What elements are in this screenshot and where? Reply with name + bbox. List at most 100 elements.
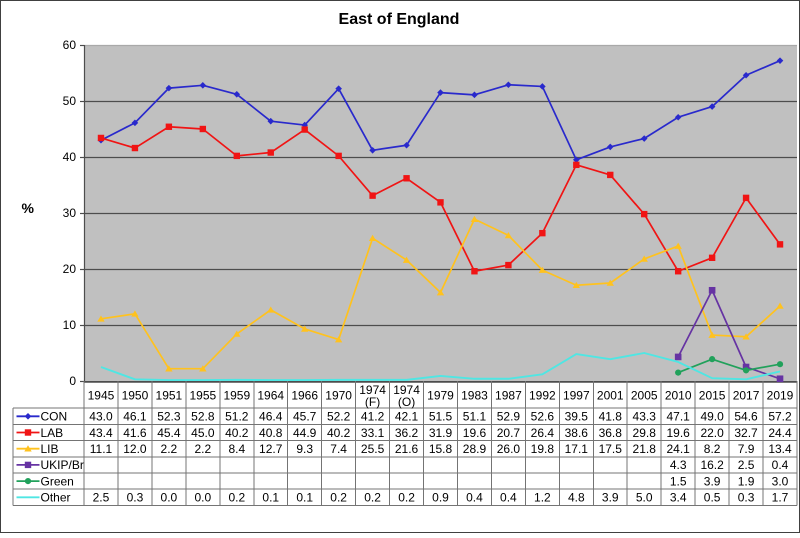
svg-text:22.0: 22.0 <box>700 426 724 440</box>
svg-text:1.5: 1.5 <box>670 474 687 488</box>
svg-text:45.0: 45.0 <box>191 426 215 440</box>
svg-text:1974: 1974 <box>393 383 420 397</box>
svg-text:LAB: LAB <box>41 426 64 440</box>
svg-text:57.2: 57.2 <box>768 410 792 424</box>
svg-text:46.1: 46.1 <box>123 410 147 424</box>
svg-text:2015: 2015 <box>699 389 726 403</box>
svg-text:17.5: 17.5 <box>599 442 623 456</box>
svg-text:East of England: East of England <box>339 11 460 28</box>
svg-text:36.8: 36.8 <box>599 426 623 440</box>
svg-text:Green: Green <box>41 474 74 488</box>
svg-text:2.5: 2.5 <box>738 458 755 472</box>
svg-text:40.2: 40.2 <box>225 426 249 440</box>
svg-text:17.1: 17.1 <box>565 442 589 456</box>
svg-text:UKIP/Br: UKIP/Br <box>41 458 84 472</box>
svg-text:12.0: 12.0 <box>123 442 147 456</box>
svg-text:8.4: 8.4 <box>228 442 245 456</box>
svg-text:20.7: 20.7 <box>497 426 521 440</box>
svg-text:16.2: 16.2 <box>700 458 724 472</box>
svg-text:51.1: 51.1 <box>463 410 487 424</box>
svg-text:3.9: 3.9 <box>704 474 721 488</box>
svg-text:0.3: 0.3 <box>738 491 755 505</box>
svg-text:43.4: 43.4 <box>89 426 113 440</box>
svg-text:LIB: LIB <box>41 442 59 456</box>
svg-text:1.2: 1.2 <box>534 491 551 505</box>
svg-text:50: 50 <box>63 94 77 108</box>
svg-text:1959: 1959 <box>223 389 250 403</box>
svg-text:%: % <box>22 200 35 216</box>
svg-text:7.9: 7.9 <box>738 442 755 456</box>
svg-text:2017: 2017 <box>733 389 760 403</box>
svg-text:0.1: 0.1 <box>296 491 313 505</box>
svg-text:9.3: 9.3 <box>296 442 313 456</box>
svg-text:45.7: 45.7 <box>293 410 317 424</box>
svg-text:0.4: 0.4 <box>500 491 517 505</box>
svg-text:0.0: 0.0 <box>194 491 211 505</box>
svg-text:0.2: 0.2 <box>330 491 347 505</box>
svg-text:42.1: 42.1 <box>395 410 419 424</box>
svg-text:19.8: 19.8 <box>531 442 555 456</box>
svg-text:38.6: 38.6 <box>565 426 589 440</box>
svg-text:31.9: 31.9 <box>429 426 453 440</box>
svg-text:21.8: 21.8 <box>633 442 657 456</box>
svg-text:49.0: 49.0 <box>700 410 724 424</box>
svg-text:1955: 1955 <box>189 389 216 403</box>
svg-text:24.1: 24.1 <box>666 442 690 456</box>
svg-text:2.2: 2.2 <box>194 442 211 456</box>
svg-text:1974: 1974 <box>359 383 386 397</box>
svg-text:3.0: 3.0 <box>772 474 789 488</box>
svg-text:1979: 1979 <box>427 389 454 403</box>
svg-text:24.4: 24.4 <box>768 426 792 440</box>
svg-text:1966: 1966 <box>291 389 318 403</box>
svg-text:0.4: 0.4 <box>772 458 789 472</box>
svg-text:52.8: 52.8 <box>191 410 215 424</box>
svg-text:51.5: 51.5 <box>429 410 453 424</box>
svg-text:43.3: 43.3 <box>633 410 657 424</box>
svg-text:1950: 1950 <box>122 389 149 403</box>
svg-text:13.4: 13.4 <box>768 442 792 456</box>
svg-text:2005: 2005 <box>631 389 658 403</box>
svg-text:7.4: 7.4 <box>330 442 347 456</box>
svg-text:0.2: 0.2 <box>364 491 381 505</box>
svg-text:1983: 1983 <box>461 389 488 403</box>
svg-text:39.5: 39.5 <box>565 410 589 424</box>
svg-text:2001: 2001 <box>597 389 624 403</box>
svg-text:(O): (O) <box>398 395 415 409</box>
svg-text:2010: 2010 <box>665 389 692 403</box>
svg-text:40.8: 40.8 <box>259 426 283 440</box>
svg-text:0.2: 0.2 <box>398 491 415 505</box>
svg-text:41.6: 41.6 <box>123 426 147 440</box>
svg-text:0.3: 0.3 <box>127 491 144 505</box>
svg-text:41.2: 41.2 <box>361 410 385 424</box>
svg-text:0.1: 0.1 <box>262 491 279 505</box>
svg-text:52.9: 52.9 <box>497 410 521 424</box>
svg-text:11.1: 11.1 <box>90 442 113 456</box>
svg-text:52.6: 52.6 <box>531 410 555 424</box>
svg-text:0: 0 <box>69 374 76 388</box>
svg-text:12.7: 12.7 <box>259 442 283 456</box>
svg-text:Other: Other <box>41 491 71 505</box>
svg-text:40.2: 40.2 <box>327 426 351 440</box>
svg-text:1987: 1987 <box>495 389 522 403</box>
svg-text:33.1: 33.1 <box>361 426 385 440</box>
svg-text:1992: 1992 <box>529 389 556 403</box>
svg-text:32.7: 32.7 <box>734 426 758 440</box>
svg-text:10: 10 <box>63 318 77 332</box>
svg-text:60: 60 <box>63 38 77 52</box>
svg-text:29.8: 29.8 <box>633 426 657 440</box>
svg-text:41.8: 41.8 <box>599 410 623 424</box>
svg-text:1945: 1945 <box>88 389 115 403</box>
svg-text:44.9: 44.9 <box>293 426 317 440</box>
svg-text:54.6: 54.6 <box>734 410 758 424</box>
svg-text:40: 40 <box>63 150 77 164</box>
svg-text:28.9: 28.9 <box>463 442 487 456</box>
svg-text:46.4: 46.4 <box>259 410 283 424</box>
svg-text:36.2: 36.2 <box>395 426 419 440</box>
svg-text:0.5: 0.5 <box>704 491 721 505</box>
svg-text:45.4: 45.4 <box>157 426 181 440</box>
svg-text:25.5: 25.5 <box>361 442 385 456</box>
svg-text:5.0: 5.0 <box>636 491 653 505</box>
svg-text:3.9: 3.9 <box>602 491 619 505</box>
svg-text:0.2: 0.2 <box>228 491 245 505</box>
svg-text:30: 30 <box>63 206 77 220</box>
